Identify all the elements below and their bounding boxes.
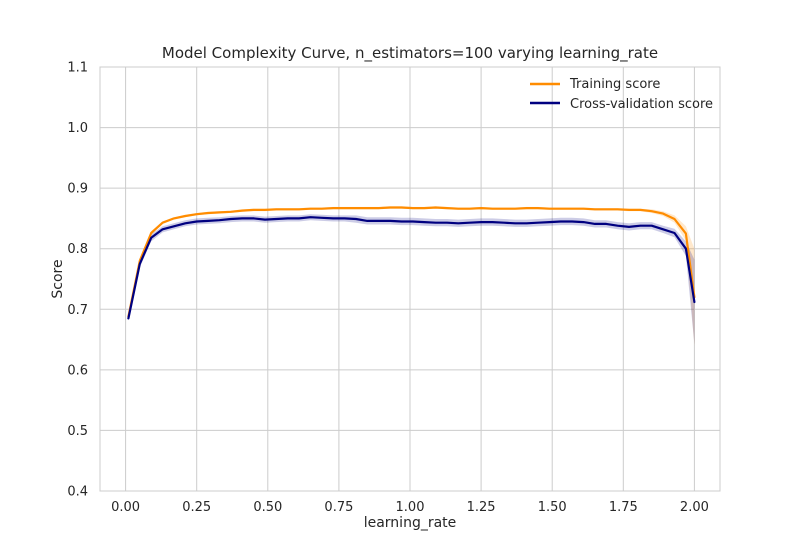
- cv-std-band: [128, 214, 695, 345]
- cv-score-line: [127, 216, 696, 320]
- legend: Training score Cross-validation score: [530, 77, 713, 112]
- x-tick-labels: 0.00 0.25 0.50 0.75 1.00 1.25 1.50 1.75 2.00: [111, 500, 709, 515]
- y-tick-label: 0.6: [67, 363, 88, 378]
- x-tick-label: 2.00: [680, 500, 709, 515]
- training-score-line: [127, 206, 696, 318]
- y-tick-label: 1.1: [67, 61, 88, 76]
- x-tick-label: 0.00: [111, 500, 140, 515]
- x-tick-label: 0.75: [324, 500, 353, 515]
- y-tick-labels: 0.4 0.5 0.6 0.7 0.8 0.9 1.0 1.1: [67, 61, 88, 500]
- std-bands: [128, 206, 695, 346]
- x-tick-label: 0.50: [253, 500, 282, 515]
- x-tick-label: 1.75: [609, 500, 638, 515]
- plot-frame: [99, 66, 721, 492]
- x-tick-label: 1.00: [396, 500, 425, 515]
- y-tick-label: 1.0: [67, 121, 88, 136]
- x-tick-label: 1.25: [467, 500, 496, 515]
- series-lines: [127, 206, 696, 320]
- y-tick-label: 0.7: [67, 303, 88, 318]
- x-tick-label: 0.25: [182, 500, 211, 515]
- x-axis-label: learning_rate: [364, 515, 457, 531]
- legend-label-training: Training score: [569, 77, 660, 92]
- y-axis-label: Score: [50, 259, 66, 298]
- chart-title: Model Complexity Curve, n_estimators=100…: [162, 44, 658, 63]
- y-tick-label: 0.5: [67, 424, 88, 439]
- y-tick-label: 0.9: [67, 182, 88, 197]
- y-tick-label: 0.8: [67, 242, 88, 257]
- legend-label-cv: Cross-validation score: [570, 97, 713, 112]
- x-tick-label: 1.50: [538, 500, 567, 515]
- y-tick-label: 0.4: [67, 485, 88, 500]
